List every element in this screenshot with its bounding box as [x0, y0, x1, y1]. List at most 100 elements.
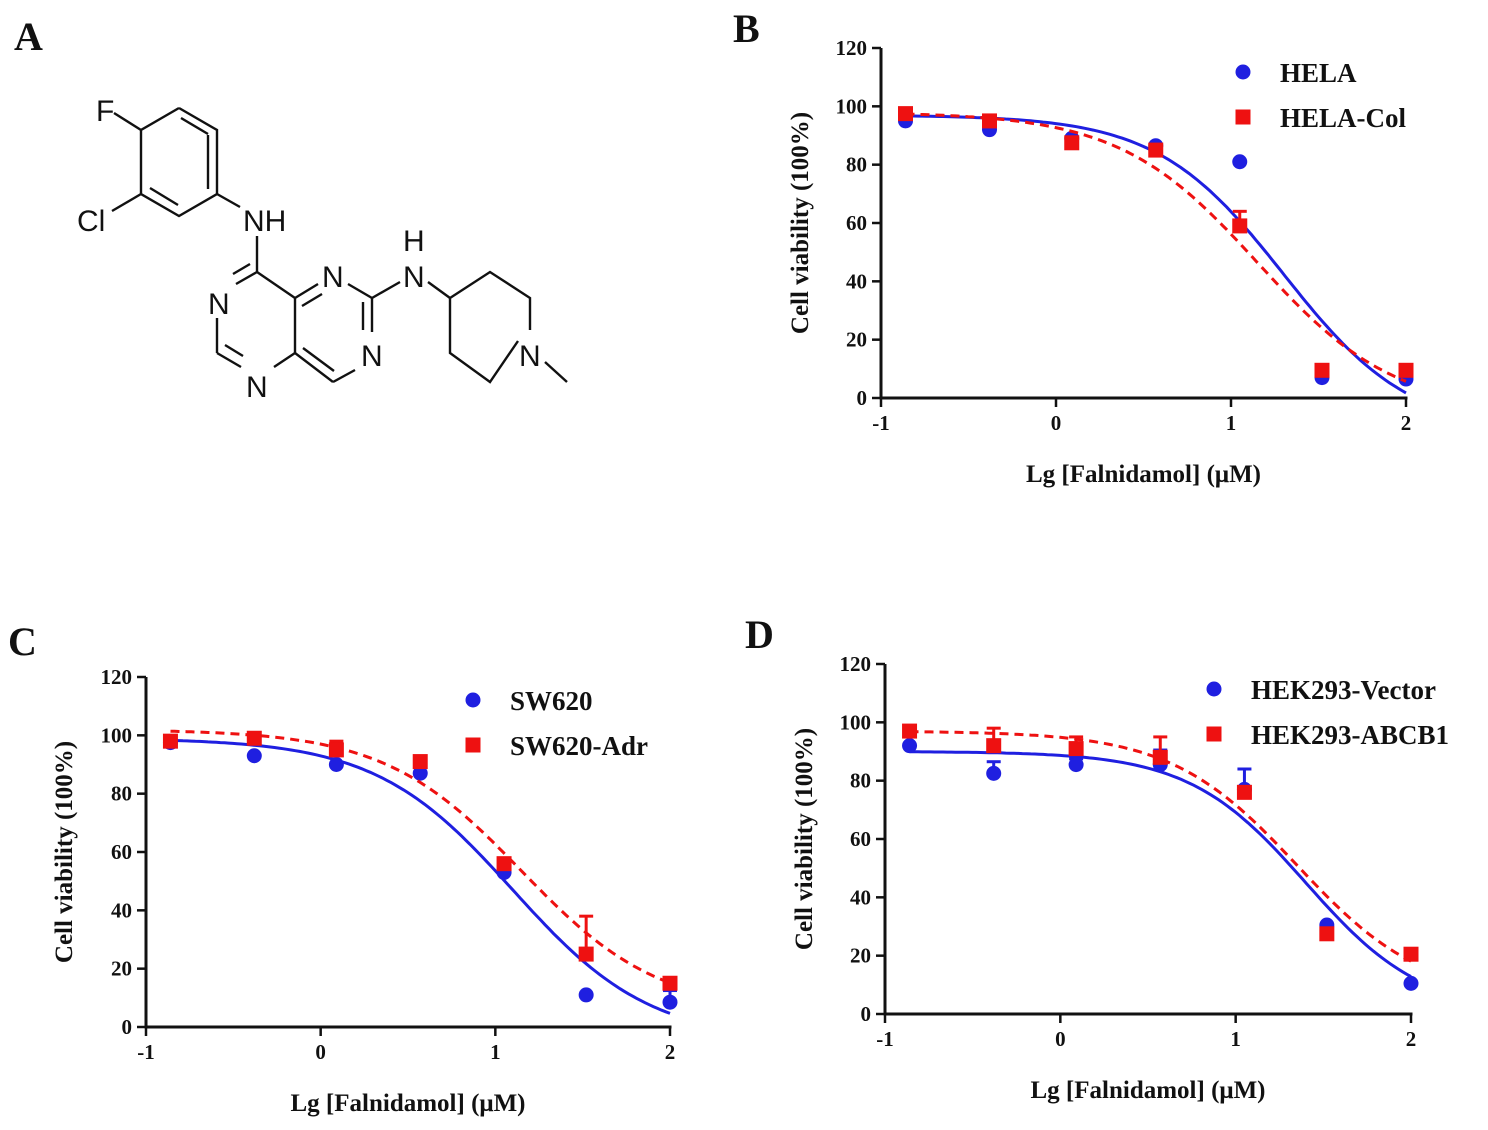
y-tick-label: 80	[111, 782, 132, 806]
y-tick-label: 0	[861, 1002, 872, 1026]
x-tick-label: 0	[315, 1040, 326, 1064]
legend-label: SW620	[510, 686, 593, 716]
x-axis-label: Lg [Falnidamol] (μM)	[291, 1090, 526, 1117]
y-tick-label: 60	[111, 840, 132, 864]
legend-marker-circle	[1235, 64, 1251, 80]
y-axis-label: Cell viability (100%)	[51, 741, 78, 963]
atom-n: N	[322, 261, 344, 294]
y-axis-label: Cell viability (100%)	[787, 112, 814, 334]
data-point	[246, 748, 262, 764]
panel-label-c: C	[8, 619, 37, 664]
data-point	[1319, 926, 1335, 942]
benzene-ring	[139, 106, 219, 218]
atom-nh: NH	[243, 205, 286, 238]
y-tick-label: 20	[850, 944, 871, 968]
data-point	[1232, 154, 1248, 170]
data-point	[1314, 362, 1330, 378]
y-tick-label: 0	[122, 1015, 133, 1039]
data-point	[1403, 975, 1419, 991]
x-tick-label: 2	[665, 1040, 676, 1064]
data-point	[246, 730, 262, 746]
y-tick-label: 40	[111, 898, 132, 922]
x-tick-label: -1	[137, 1040, 155, 1064]
data-point	[496, 856, 512, 872]
y-tick-label: 120	[840, 652, 872, 676]
data-point	[986, 738, 1002, 754]
legend-marker-square	[465, 737, 481, 753]
data-point	[328, 742, 344, 758]
y-axis-label: Cell viability (100%)	[791, 728, 818, 950]
data-point	[1148, 142, 1164, 158]
legend-marker-circle	[465, 692, 481, 708]
legend-label: HELA-Col	[1280, 103, 1407, 133]
x-tick-label: 2	[1401, 411, 1412, 435]
y-tick-label: 20	[846, 328, 867, 352]
data-point	[412, 754, 428, 770]
data-point	[662, 994, 678, 1010]
legend-marker-circle	[1206, 681, 1222, 697]
data-point	[1064, 135, 1080, 151]
data-point	[982, 113, 997, 129]
data-point	[412, 765, 428, 781]
x-tick-label: 2	[1406, 1027, 1417, 1051]
atom-cl: Cl	[77, 205, 105, 238]
atom-n: N	[403, 261, 425, 294]
atom-h: H	[403, 225, 425, 258]
y-tick-label: 100	[101, 723, 133, 747]
panel-label-d: D	[745, 612, 774, 657]
legend-marker-square	[1235, 109, 1251, 125]
atom-n: N	[208, 288, 230, 321]
fit-curve-hek293-vector	[909, 750, 1412, 978]
y-tick-label: 40	[850, 885, 871, 909]
legend-label: HELA	[1280, 58, 1357, 88]
panel-label-a: A	[14, 14, 43, 59]
atom-f: F	[96, 95, 114, 128]
y-tick-label: 100	[840, 710, 872, 734]
data-point	[1152, 749, 1168, 765]
legend-label: HEK293-Vector	[1251, 675, 1436, 705]
atom-n: N	[246, 371, 268, 404]
y-tick-label: 80	[850, 769, 871, 793]
y-tick-label: 120	[836, 36, 868, 60]
data-point	[662, 975, 678, 991]
x-tick-label: 1	[1230, 1027, 1241, 1051]
atom-n: N	[361, 340, 383, 373]
y-tick-label: 20	[111, 957, 132, 981]
legend-label: HEK293-ABCB1	[1251, 720, 1449, 750]
x-axis-label: Lg [Falnidamol] (μM)	[1026, 461, 1261, 488]
y-tick-label: 60	[850, 827, 871, 851]
data-point	[1236, 784, 1252, 800]
data-point	[328, 757, 344, 772]
x-tick-label: 1	[490, 1040, 501, 1064]
data-point	[1398, 362, 1414, 378]
legend-label: SW620-Adr	[510, 731, 648, 761]
piperidine-ring	[448, 270, 532, 384]
data-point	[902, 723, 918, 739]
data-point	[902, 738, 918, 754]
y-tick-label: 100	[836, 94, 868, 118]
x-tick-label: -1	[876, 1027, 894, 1051]
data-point	[1068, 757, 1084, 773]
x-tick-label: 0	[1051, 411, 1062, 435]
data-point	[986, 765, 1002, 781]
data-point	[898, 106, 913, 122]
chemical-structure: F Cl NH N N N N H N N	[77, 95, 568, 404]
atom-n: N	[519, 340, 541, 373]
y-tick-label: 120	[101, 665, 133, 689]
x-tick-label: 0	[1055, 1027, 1066, 1051]
data-point	[1068, 741, 1084, 757]
x-tick-label: 1	[1226, 411, 1237, 435]
data-point	[1403, 946, 1419, 962]
panel-label-b: B	[733, 6, 760, 51]
y-tick-label: 80	[846, 153, 867, 177]
data-point	[162, 733, 178, 749]
data-point	[578, 946, 594, 962]
y-tick-label: 60	[846, 211, 867, 235]
x-axis-label: Lg [Falnidamol] (μM)	[1031, 1077, 1266, 1104]
y-tick-label: 40	[846, 269, 867, 293]
data-point	[578, 987, 594, 1003]
